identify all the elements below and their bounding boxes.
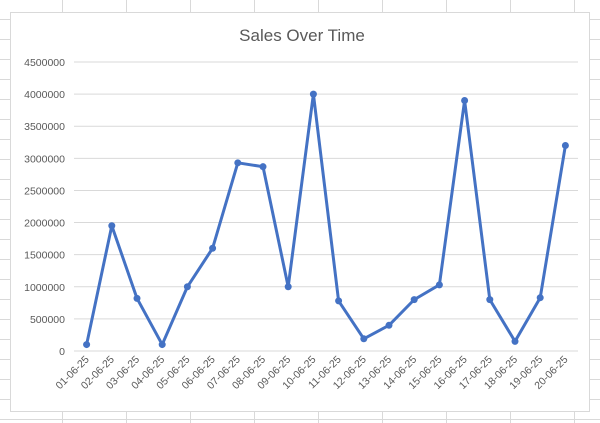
data-point[interactable]	[486, 296, 494, 304]
data-point[interactable]	[284, 283, 292, 291]
data-point[interactable]	[209, 244, 217, 252]
y-tick-label: 3000000	[24, 153, 65, 165]
data-point[interactable]	[360, 335, 368, 343]
y-tick-label: 4000000	[24, 89, 65, 101]
data-point[interactable]	[410, 296, 418, 304]
chart-title: Sales Over Time	[239, 26, 365, 45]
chart-area[interactable]	[10, 12, 590, 412]
y-axis-ticks: 0 500000 1000000 1500000 2000000 2500000 30000…	[24, 57, 65, 358]
data-point[interactable]	[511, 337, 519, 345]
data-point[interactable]	[385, 321, 393, 329]
data-point[interactable]	[435, 281, 443, 289]
series-line	[85, 92, 567, 347]
data-point[interactable]	[461, 97, 469, 105]
y-tick-label: 2000000	[24, 218, 65, 230]
y-tick-label: 1500000	[24, 250, 65, 262]
data-point[interactable]	[183, 283, 191, 291]
y-tick-label: 500000	[30, 314, 65, 326]
data-point[interactable]	[234, 159, 242, 167]
data-point[interactable]	[133, 294, 141, 302]
y-tick-label: 4500000	[24, 57, 65, 69]
y-tick-label: 3500000	[24, 121, 65, 133]
data-point[interactable]	[536, 294, 544, 302]
data-point[interactable]	[259, 163, 267, 171]
gridlines	[74, 61, 578, 352]
y-tick-label: 1000000	[24, 282, 65, 294]
data-point[interactable]	[108, 222, 116, 230]
data-point[interactable]	[335, 297, 343, 305]
data-point[interactable]	[561, 141, 569, 149]
y-tick-label: 2500000	[24, 185, 65, 197]
data-point[interactable]	[83, 341, 91, 349]
data-point[interactable]	[309, 90, 317, 98]
y-tick-label: 0	[59, 346, 65, 358]
series	[83, 90, 569, 349]
data-point[interactable]	[158, 341, 166, 349]
x-axis-ticks: 01-06-2502-06-2503-06-2504-06-2505-06-25…	[54, 354, 571, 392]
